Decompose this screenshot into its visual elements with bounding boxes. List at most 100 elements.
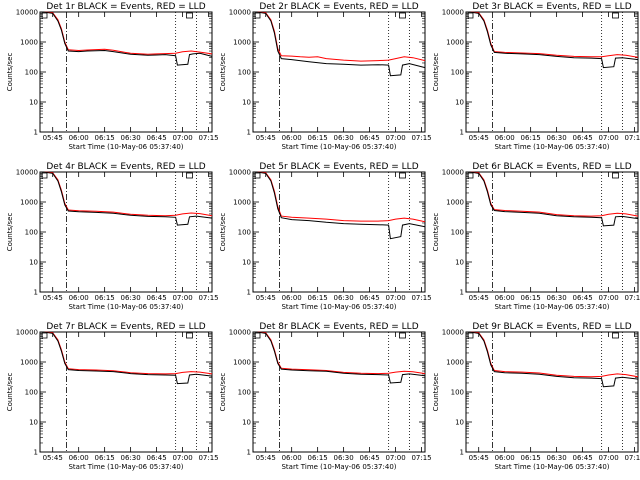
y-tick-label: 1 [247,449,251,457]
panel-title: Det 6r BLACK = Events, RED = LLD [472,162,631,172]
y-tick-label: 100 [238,389,251,397]
x-tick-label: 05:45 [256,294,276,302]
x-tick-label: 06:15 [95,134,115,142]
series-line-black [253,171,426,240]
x-tick-label: 07:15 [624,454,640,462]
y-tick-label: 10 [242,259,251,267]
corner-square-marker [467,172,474,179]
y-tick-label: 1 [34,449,38,457]
x-tick-label: 06:00 [495,294,515,302]
x-tick-label: 06:00 [282,134,302,142]
x-tick-label: 07:00 [598,134,618,142]
x-axis-label: Start Time (10-May-06 05:37:40) [68,303,183,311]
series-line-red [466,331,639,378]
y-tick-label: 10 [29,419,38,427]
y-tick-label: 10000 [442,9,464,17]
x-axis-label: Start Time (10-May-06 05:37:40) [68,463,183,471]
x-tick-label: 05:45 [469,134,489,142]
panel-8: Det 8r BLACK = Events, RED = LLD 1 10 100 10… [219,322,432,471]
panel-title: Det 3r BLACK = Events, RED = LLD [472,2,631,12]
x-tick-label: 07:15 [198,134,218,142]
y-tick-label: 10000 [229,329,251,337]
x-tick-label: 05:45 [43,454,63,462]
corner-square-marker [254,172,261,179]
x-tick-label: 06:45 [146,134,166,142]
plot-frame [465,171,639,293]
corner-square-marker [467,332,474,339]
x-tick-label: 06:15 [308,134,328,142]
panel-5: Det 5r BLACK = Events, RED = LLD 1 10 100 10… [219,162,432,311]
x-axis-label: Start Time (10-May-06 05:37:40) [494,303,609,311]
x-axis-label: Start Time (10-May-06 05:37:40) [281,463,396,471]
x-tick-label: 06:45 [359,454,379,462]
x-tick-label: 06:30 [334,454,354,462]
top-square-marker [186,172,193,179]
y-tick-label: 1 [460,289,464,297]
x-tick-label: 06:00 [69,294,89,302]
panel-9: Det 9r BLACK = Events, RED = LLD 1 10 100 10… [432,322,640,471]
top-square-marker [186,12,193,19]
y-tick-label: 1 [247,129,251,137]
y-tick-label: 10000 [442,169,464,177]
y-tick-label: 1 [34,289,38,297]
x-tick-label: 06:00 [495,454,515,462]
x-tick-label: 05:45 [43,134,63,142]
plot-frame [39,11,213,133]
x-tick-label: 06:30 [121,294,141,302]
x-tick-label: 07:00 [385,134,405,142]
y-axis-label: Counts/sec [219,53,227,92]
corner-square-marker [254,332,261,339]
x-tick-label: 06:45 [146,294,166,302]
panel-title: Det 2r BLACK = Events, RED = LLD [259,2,418,12]
series-line-black [466,171,639,227]
panel-3: Det 3r BLACK = Events, RED = LLD 1 10 100 10… [432,2,640,151]
x-tick-label: 06:30 [547,294,567,302]
x-axis-label: Start Time (10-May-06 05:37:40) [494,463,609,471]
y-tick-label: 100 [238,69,251,77]
series-line-red [40,171,213,217]
plot-frame [39,171,213,293]
x-axis-label: Start Time (10-May-06 05:37:40) [281,143,396,151]
y-tick-label: 100 [238,229,251,237]
y-tick-label: 1000 [446,39,464,47]
y-axis-label: Counts/sec [6,213,14,252]
y-tick-label: 10000 [229,9,251,17]
x-tick-label: 07:00 [385,294,405,302]
x-tick-label: 06:30 [121,134,141,142]
x-tick-label: 06:15 [521,294,541,302]
corner-square-marker [254,12,261,19]
y-tick-label: 100 [451,69,464,77]
x-tick-label: 06:00 [69,134,89,142]
series-line-black [466,11,639,69]
series-line-black [253,11,426,77]
corner-square-marker [41,12,48,19]
x-tick-label: 07:00 [598,454,618,462]
x-tick-label: 06:00 [282,454,302,462]
y-tick-label: 100 [25,69,38,77]
y-axis-label: Counts/sec [432,53,440,92]
x-axis-label: Start Time (10-May-06 05:37:40) [281,303,396,311]
y-tick-label: 1 [34,129,38,137]
panel-2: Det 2r BLACK = Events, RED = LLD 1 10 100 10… [219,2,432,151]
x-tick-label: 06:45 [359,134,379,142]
x-tick-label: 05:45 [256,454,276,462]
series-line-black [40,331,213,385]
y-axis-label: Counts/sec [219,213,227,252]
y-tick-label: 100 [25,229,38,237]
y-axis-label: Counts/sec [219,373,227,412]
y-tick-label: 10 [455,99,464,107]
x-tick-label: 06:15 [308,294,328,302]
top-square-marker [186,332,193,339]
y-tick-label: 100 [451,229,464,237]
y-tick-label: 1 [460,129,464,137]
panel-title: Det 9r BLACK = Events, RED = LLD [472,322,631,332]
x-tick-label: 07:00 [172,134,192,142]
x-tick-label: 06:45 [572,294,592,302]
x-tick-label: 06:30 [121,454,141,462]
x-tick-label: 06:00 [495,134,515,142]
x-tick-label: 07:15 [411,294,431,302]
x-tick-label: 06:30 [547,454,567,462]
x-tick-label: 07:00 [172,454,192,462]
top-square-marker [399,12,406,19]
y-tick-label: 100 [25,389,38,397]
